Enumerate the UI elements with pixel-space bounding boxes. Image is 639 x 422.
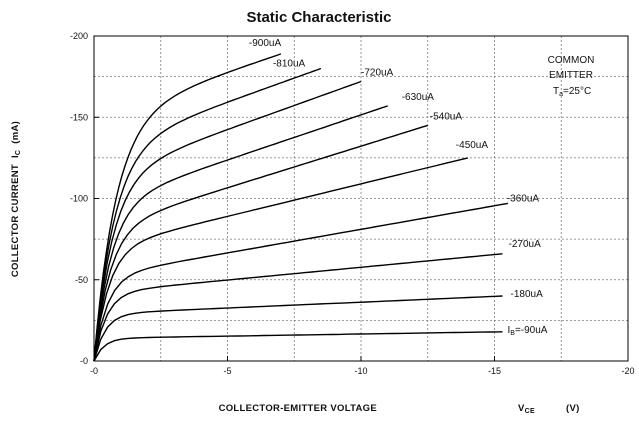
curve-label-value: =-90uA [515, 325, 548, 336]
curve-label-9: IB=-90uA [508, 325, 548, 337]
grid-lines [94, 36, 628, 361]
x-tick-label: -5 [223, 366, 231, 376]
series-line--720uA [93, 80, 362, 362]
curve-label-8: -180uA [511, 289, 544, 300]
axis-ticks: -0 -5 -10 -15 -20 -0 -50 -100 -150 -200 [70, 31, 635, 376]
annotation-line-3: Ta=25°C [553, 86, 591, 98]
curve-label-7: -270uA [509, 239, 542, 250]
x-axis-unit: (V) [566, 403, 580, 414]
x-tick-label: -10 [354, 366, 367, 376]
annotation-temp-subscript: a [559, 91, 563, 98]
series-line--630uA [93, 105, 388, 362]
data-series [93, 53, 509, 362]
series-line--900uA [93, 53, 282, 362]
curve-labels: -900uA -810uA -720uA -630uA -540uA -450uA -360… [249, 38, 548, 337]
y-axis-symbol-subscript: C [15, 150, 22, 155]
curve-label-subscript: B [510, 330, 515, 337]
y-tick-label: -0 [80, 356, 88, 366]
x-tick-label: -15 [488, 366, 501, 376]
y-tick-label: -100 [70, 194, 88, 204]
curve-label-4: -540uA [430, 111, 463, 122]
series-line--540uA [93, 124, 429, 362]
x-axis-title: COLLECTOR-EMITTER VOLTAGE [219, 403, 377, 414]
y-axis-unit: (mA) [10, 121, 21, 144]
curve-label-6: -360uA [507, 193, 540, 204]
annotation-box: COMMON EMITTER Ta=25°C [548, 55, 595, 98]
y-axis-title: COLLECTOR CURRENT [10, 164, 21, 277]
chart-title: Static Characteristic [246, 9, 391, 26]
series-line--90uA [93, 331, 503, 362]
y-tick-label: -200 [70, 31, 88, 41]
curve-label-5: -450uA [456, 140, 489, 151]
x-axis-symbol-main: V [518, 403, 525, 414]
curve-label-symbol: I [508, 325, 511, 336]
x-axis-label: COLLECTOR-EMITTER VOLTAGE VCE (V) [219, 403, 580, 415]
x-tick-label: -0 [90, 366, 98, 376]
x-axis-symbol: VCE [518, 403, 535, 415]
curve-label-2: -720uA [361, 68, 394, 79]
series-line--270uA [93, 253, 503, 362]
series-line--450uA [93, 157, 468, 362]
curve-label-0: -900uA [249, 38, 282, 49]
annotation-temp-value: =25°C [563, 86, 591, 97]
x-axis-symbol-subscript: CE [525, 408, 535, 415]
y-tick-label: -150 [70, 112, 88, 122]
series-line--810uA [93, 67, 322, 362]
y-axis-label: COLLECTOR CURRENT IC (mA) [10, 121, 22, 277]
x-tick-label: -20 [621, 366, 634, 376]
annotation-temp-symbol: T [553, 86, 559, 97]
annotation-line-1: COMMON [548, 55, 595, 66]
series-line--360uA [93, 202, 509, 362]
curve-label-1: -810uA [273, 59, 306, 70]
annotation-line-2: EMITTER [549, 70, 593, 81]
curve-label-3: -630uA [402, 92, 435, 103]
series-line--180uA [93, 295, 503, 362]
y-axis-symbol: I [10, 155, 21, 158]
y-tick-label: -50 [75, 275, 88, 285]
y-axis-full-label: COLLECTOR CURRENT IC (mA) [10, 121, 22, 277]
